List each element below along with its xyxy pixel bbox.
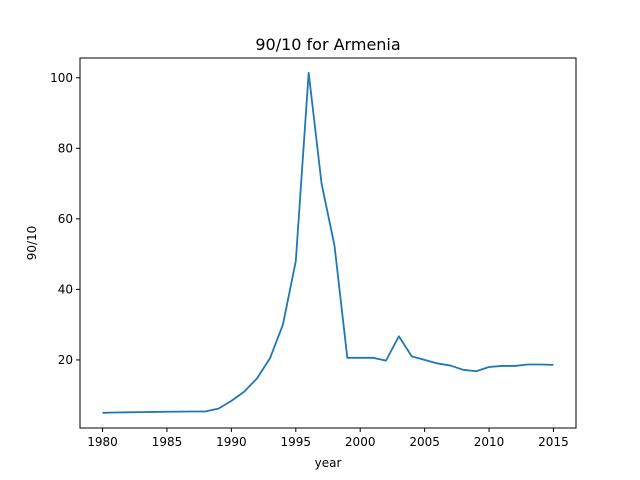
y-tick-label: 40 xyxy=(58,282,73,296)
y-axis: 20 40 60 80 100 xyxy=(50,71,80,367)
x-axis-label: year xyxy=(315,456,342,470)
x-axis: 1980 1985 1990 1995 2000 2005 2010 2015 xyxy=(87,428,569,449)
x-tick-label: 2010 xyxy=(474,435,505,449)
y-tick-label: 20 xyxy=(58,353,73,367)
x-tick-label: 2015 xyxy=(538,435,569,449)
y-tick-label: 80 xyxy=(58,141,73,155)
x-tick-label: 2005 xyxy=(409,435,440,449)
x-tick-label: 1990 xyxy=(216,435,247,449)
x-tick-label: 1985 xyxy=(152,435,183,449)
y-axis-label: 90/10 xyxy=(25,226,39,261)
x-tick-label: 1980 xyxy=(87,435,118,449)
plot-area xyxy=(102,71,554,414)
x-tick-label: 2000 xyxy=(345,435,376,449)
chart-title: 90/10 for Armenia xyxy=(255,35,400,54)
x-tick-label: 1995 xyxy=(281,435,312,449)
y-tick-label: 100 xyxy=(50,71,73,85)
series-line-0 xyxy=(102,71,554,414)
y-tick-label: 60 xyxy=(58,212,73,226)
axes-frame xyxy=(79,57,577,429)
